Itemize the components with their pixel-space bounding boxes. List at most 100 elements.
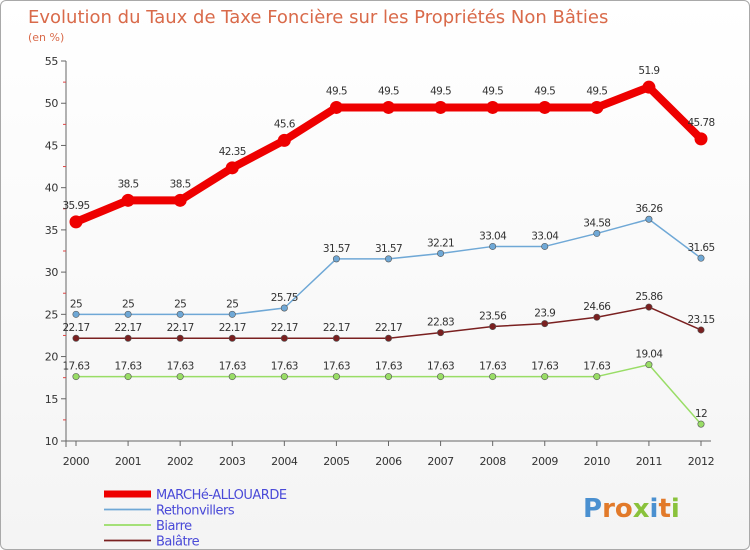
data-label: 33.04 — [531, 230, 559, 242]
data-point — [332, 255, 340, 263]
data-point — [176, 334, 184, 342]
logo-letter: x — [633, 494, 650, 524]
data-label: 17.63 — [115, 361, 142, 373]
data-label: 38.5 — [170, 178, 191, 190]
data-label: 22.17 — [115, 322, 142, 334]
data-point — [176, 310, 184, 318]
data-point — [489, 373, 497, 381]
legend-label: MARCHé-ALLOUARDE — [156, 488, 287, 503]
chart-title: Evolution du Taux de Taxe Foncière sur l… — [28, 7, 608, 28]
x-tick-label: 2004 — [271, 455, 298, 468]
data-point — [382, 100, 395, 114]
y-tick-label: 10 — [45, 435, 59, 448]
data-point — [593, 313, 601, 321]
y-tick-label: 40 — [45, 182, 59, 195]
data-label: 45.6 — [274, 118, 296, 130]
data-point — [280, 373, 288, 381]
x-tick-label: 2007 — [427, 455, 454, 468]
data-point — [228, 334, 236, 342]
data-label: 23.15 — [687, 314, 714, 326]
data-label: 22.17 — [323, 322, 350, 334]
x-tick-label: 2003 — [219, 455, 246, 468]
data-point — [121, 193, 135, 207]
y-tick-label: 25 — [45, 308, 59, 321]
x-tick-label: 2005 — [323, 455, 350, 468]
data-label: 45.78 — [687, 117, 714, 129]
y-tick-label: 45 — [45, 139, 59, 152]
data-label: 34.58 — [583, 217, 610, 229]
logo-letter: i — [671, 494, 680, 524]
data-point — [72, 310, 80, 318]
data-label: 22.17 — [219, 322, 246, 334]
data-point — [384, 255, 392, 263]
legend-label: Biarre — [156, 519, 192, 534]
data-point — [541, 320, 549, 328]
data-point — [697, 420, 705, 428]
data-point — [434, 100, 448, 114]
data-label: 22.17 — [62, 322, 89, 334]
y-tick-label: 20 — [45, 351, 59, 364]
data-point — [593, 229, 601, 237]
data-point — [645, 303, 653, 311]
proxiti-logo: Proxiti — [583, 494, 680, 524]
data-label: 49.5 — [326, 85, 347, 97]
data-label: 17.63 — [427, 361, 454, 373]
legend-label: Balâtre — [156, 535, 200, 550]
data-point — [694, 132, 708, 146]
data-point — [124, 373, 132, 381]
data-label: 17.63 — [271, 361, 298, 373]
data-label: 22.17 — [167, 322, 194, 334]
series-3: 22.17 22.17 22.17 22.17 22.17 22.17 22.17 22.83… — [62, 291, 715, 342]
data-point — [124, 334, 132, 342]
data-label: 17.63 — [375, 361, 402, 373]
logo-letter: P — [583, 494, 602, 524]
data-label: 49.5 — [586, 85, 607, 97]
data-point — [437, 373, 445, 381]
data-label: 38.5 — [118, 178, 139, 190]
data-point — [277, 133, 291, 147]
data-label: 25.75 — [271, 292, 298, 304]
data-point — [645, 361, 653, 369]
data-label: 17.63 — [62, 361, 89, 373]
data-point — [437, 329, 445, 337]
y-tick-label: 35 — [45, 224, 59, 237]
data-label: 17.63 — [583, 361, 610, 373]
series-0: 35.95 38.5 38.5 42.35 45.6 49.5 49.5 49.5 49.5 49… — [62, 65, 715, 229]
data-label: 12 — [695, 408, 707, 420]
x-tick-label: 2009 — [532, 455, 559, 468]
data-point — [332, 373, 340, 381]
data-label: 23.9 — [534, 308, 555, 320]
data-label: 25 — [174, 298, 186, 310]
data-point — [384, 334, 392, 342]
y-tick-label: 55 — [45, 55, 59, 68]
data-label: 23.56 — [479, 310, 507, 322]
x-tick-label: 2000 — [63, 455, 90, 468]
x-tick-label: 2008 — [479, 455, 506, 468]
data-point — [384, 373, 392, 381]
data-label: 31.57 — [323, 243, 350, 255]
data-label: 25.86 — [635, 291, 663, 303]
data-label: 25 — [122, 298, 134, 310]
data-point — [225, 161, 239, 175]
data-label: 19.04 — [635, 349, 663, 361]
data-label: 17.63 — [167, 361, 194, 373]
data-point — [332, 334, 340, 342]
logo-letter: t — [658, 494, 670, 524]
series-2: 17.63 17.63 17.63 17.63 17.63 17.63 17.63 17.63… — [62, 349, 708, 428]
legend-label: Rethonvillers — [156, 504, 235, 519]
y-tick-label: 30 — [45, 266, 59, 279]
x-tick-label: 2001 — [115, 455, 141, 468]
x-tick-label: 2012 — [688, 455, 714, 468]
axes: 10 15 20 25 30 35 40 45 50 55 2000 2001 2002 2003 2004… — [45, 55, 715, 468]
data-point — [593, 373, 601, 381]
data-label: 22.17 — [271, 322, 298, 334]
x-tick-label: 2006 — [375, 455, 402, 468]
data-label: 49.5 — [482, 85, 503, 97]
data-label: 49.5 — [430, 85, 451, 97]
logo-letter: i — [650, 494, 659, 524]
x-tick-label: 2010 — [584, 455, 611, 468]
data-point — [72, 373, 80, 381]
data-point — [697, 326, 705, 334]
